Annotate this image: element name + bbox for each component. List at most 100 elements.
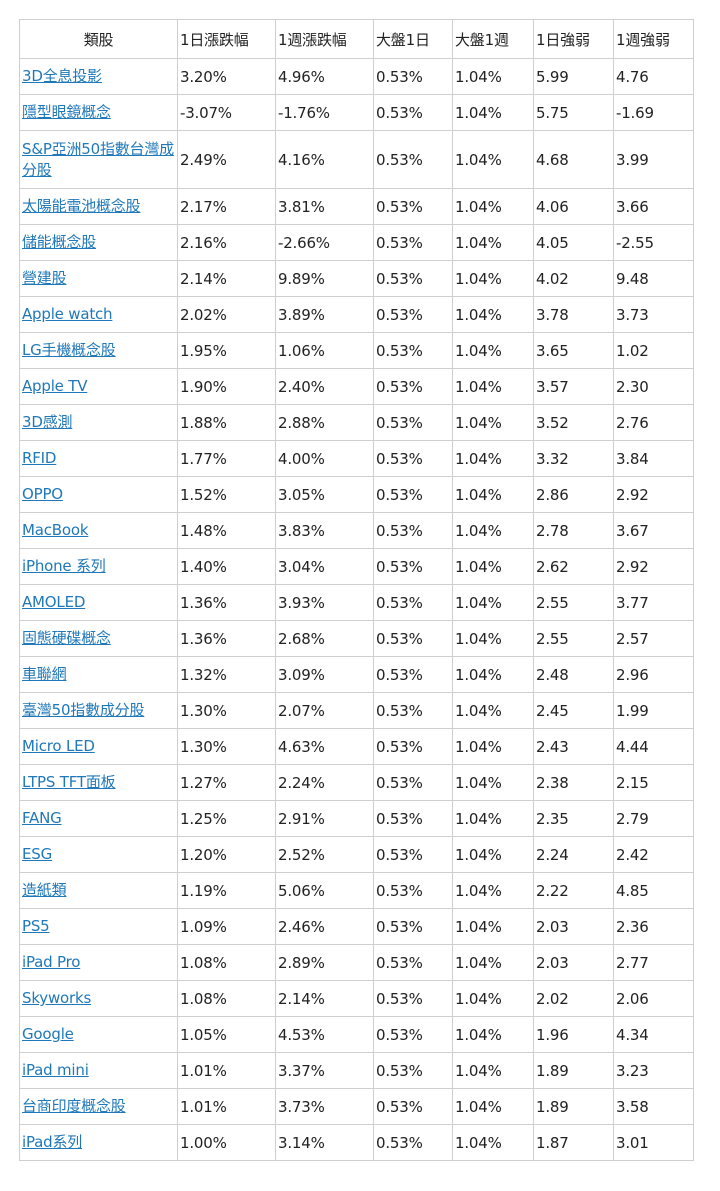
sector-link[interactable]: 固態硬碟概念 <box>22 629 111 647</box>
change-1d-cell: 1.09% <box>177 908 276 945</box>
market-1d-cell: 0.53% <box>373 404 453 441</box>
market-1d-cell: 0.53% <box>373 1052 453 1089</box>
sector-cell: OPPO <box>19 476 178 513</box>
sector-link[interactable]: MacBook <box>22 521 89 539</box>
sector-cell: iPad Pro <box>19 944 178 981</box>
market-1w-cell: 1.04% <box>452 1124 534 1161</box>
sector-link[interactable]: 臺灣50指數成分股 <box>22 701 145 719</box>
strength-1d-cell: 5.99 <box>533 58 614 95</box>
sector-link[interactable]: 隱型眼鏡概念 <box>22 103 111 121</box>
change-1w-cell: 3.81% <box>275 188 374 225</box>
sector-link[interactable]: 3D全息投影 <box>22 67 102 85</box>
change-1d-cell: 2.49% <box>177 130 276 189</box>
market-1w-cell: 1.04% <box>452 368 534 405</box>
sector-link[interactable]: LTPS TFT面板 <box>22 773 116 791</box>
strength-1d-cell: 2.24 <box>533 836 614 873</box>
sector-cell: ESG <box>19 836 178 873</box>
sector-link[interactable]: iPhone 系列 <box>22 557 106 575</box>
market-1d-cell: 0.53% <box>373 908 453 945</box>
change-1w-cell: -2.66% <box>275 224 374 261</box>
sector-link[interactable]: Apple TV <box>22 377 88 395</box>
table-row: 儲能概念股 2.16% -2.66% 0.53% 1.04% 4.05 -2.55 <box>19 224 694 261</box>
sector-link[interactable]: Micro LED <box>22 737 95 755</box>
strength-1w-cell: 3.67 <box>613 512 694 549</box>
sector-link[interactable]: ESG <box>22 845 53 863</box>
sector-link[interactable]: Google <box>22 1025 74 1043</box>
change-1w-cell: 3.73% <box>275 1088 374 1125</box>
sector-link[interactable]: RFID <box>22 449 57 467</box>
strength-1w-cell: 4.34 <box>613 1016 694 1053</box>
sector-link[interactable]: S&P亞洲50指數台灣成分股 <box>22 139 174 179</box>
table-row: MacBook 1.48% 3.83% 0.53% 1.04% 2.78 3.67 <box>19 512 694 549</box>
strength-1d-cell: 2.03 <box>533 908 614 945</box>
change-1d-cell: 1.48% <box>177 512 276 549</box>
sector-link[interactable]: AMOLED <box>22 593 86 611</box>
change-1d-cell: 1.95% <box>177 332 276 369</box>
strength-1w-cell: 4.85 <box>613 872 694 909</box>
market-1w-cell: 1.04% <box>452 548 534 585</box>
header-1w-strength: 1週強弱 <box>613 19 694 59</box>
strength-1w-cell: 2.42 <box>613 836 694 873</box>
strength-1w-cell: 2.15 <box>613 764 694 801</box>
sector-link[interactable]: 車聯網 <box>22 665 67 683</box>
strength-1w-cell: 3.99 <box>613 130 694 189</box>
table-row: ESG 1.20% 2.52% 0.53% 1.04% 2.24 2.42 <box>19 836 694 873</box>
sector-link[interactable]: LG手機概念股 <box>22 341 116 359</box>
table-row: 台商印度概念股 1.01% 3.73% 0.53% 1.04% 1.89 3.58 <box>19 1088 694 1125</box>
sector-link[interactable]: PS5 <box>22 917 50 935</box>
sector-cell: Apple TV <box>19 368 178 405</box>
strength-1w-cell: 3.77 <box>613 584 694 621</box>
change-1w-cell: 2.14% <box>275 980 374 1017</box>
table-row: 太陽能電池概念股 2.17% 3.81% 0.53% 1.04% 4.06 3.66 <box>19 188 694 225</box>
market-1d-cell: 0.53% <box>373 1088 453 1125</box>
market-1w-cell: 1.04% <box>452 512 534 549</box>
sector-link[interactable]: 3D感測 <box>22 413 73 431</box>
strength-1d-cell: 3.52 <box>533 404 614 441</box>
strength-1w-cell: 2.76 <box>613 404 694 441</box>
sector-cell: 營建股 <box>19 260 178 297</box>
sector-link[interactable]: 太陽能電池概念股 <box>22 197 141 215</box>
market-1d-cell: 0.53% <box>373 980 453 1017</box>
strength-1d-cell: 4.02 <box>533 260 614 297</box>
change-1w-cell: 3.89% <box>275 296 374 333</box>
market-1w-cell: 1.04% <box>452 728 534 765</box>
table-row: Google 1.05% 4.53% 0.53% 1.04% 1.96 4.34 <box>19 1016 694 1053</box>
change-1d-cell: 3.20% <box>177 58 276 95</box>
sector-link[interactable]: iPad mini <box>22 1061 89 1079</box>
sector-link[interactable]: FANG <box>22 809 62 827</box>
market-1d-cell: 0.53% <box>373 440 453 477</box>
sector-link[interactable]: iPad Pro <box>22 953 81 971</box>
market-1w-cell: 1.04% <box>452 404 534 441</box>
sector-cell: LTPS TFT面板 <box>19 764 178 801</box>
strength-1w-cell: 4.76 <box>613 58 694 95</box>
sector-link[interactable]: OPPO <box>22 485 63 503</box>
strength-1d-cell: 2.62 <box>533 548 614 585</box>
strength-1d-cell: 2.38 <box>533 764 614 801</box>
table-row: Micro LED 1.30% 4.63% 0.53% 1.04% 2.43 4.44 <box>19 728 694 765</box>
strength-1d-cell: 2.55 <box>533 584 614 621</box>
change-1d-cell: 1.19% <box>177 872 276 909</box>
sector-cell: Apple watch <box>19 296 178 333</box>
sector-link[interactable]: Apple watch <box>22 305 113 323</box>
sector-link[interactable]: 儲能概念股 <box>22 233 97 251</box>
sector-link[interactable]: iPad系列 <box>22 1133 83 1151</box>
sector-link[interactable]: Skyworks <box>22 989 92 1007</box>
market-1w-cell: 1.04% <box>452 1016 534 1053</box>
market-1w-cell: 1.04% <box>452 440 534 477</box>
change-1d-cell: 1.08% <box>177 944 276 981</box>
sector-link[interactable]: 營建股 <box>22 269 67 287</box>
sector-cell: 臺灣50指數成分股 <box>19 692 178 729</box>
sector-cell: iPad mini <box>19 1052 178 1089</box>
table-row: OPPO 1.52% 3.05% 0.53% 1.04% 2.86 2.92 <box>19 476 694 513</box>
market-1w-cell: 1.04% <box>452 908 534 945</box>
sector-link[interactable]: 造紙類 <box>22 881 67 899</box>
change-1w-cell: 2.24% <box>275 764 374 801</box>
sector-link[interactable]: 台商印度概念股 <box>22 1097 126 1115</box>
market-1d-cell: 0.53% <box>373 512 453 549</box>
change-1w-cell: 1.06% <box>275 332 374 369</box>
sector-cell: PS5 <box>19 908 178 945</box>
change-1d-cell: 1.30% <box>177 692 276 729</box>
market-1d-cell: 0.53% <box>373 800 453 837</box>
sector-strength-table: 類股 1日漲跌幅 1週漲跌幅 大盤1日 大盤1週 1日強弱 1週強弱 3D全息投… <box>19 19 694 1161</box>
change-1d-cell: 1.30% <box>177 728 276 765</box>
